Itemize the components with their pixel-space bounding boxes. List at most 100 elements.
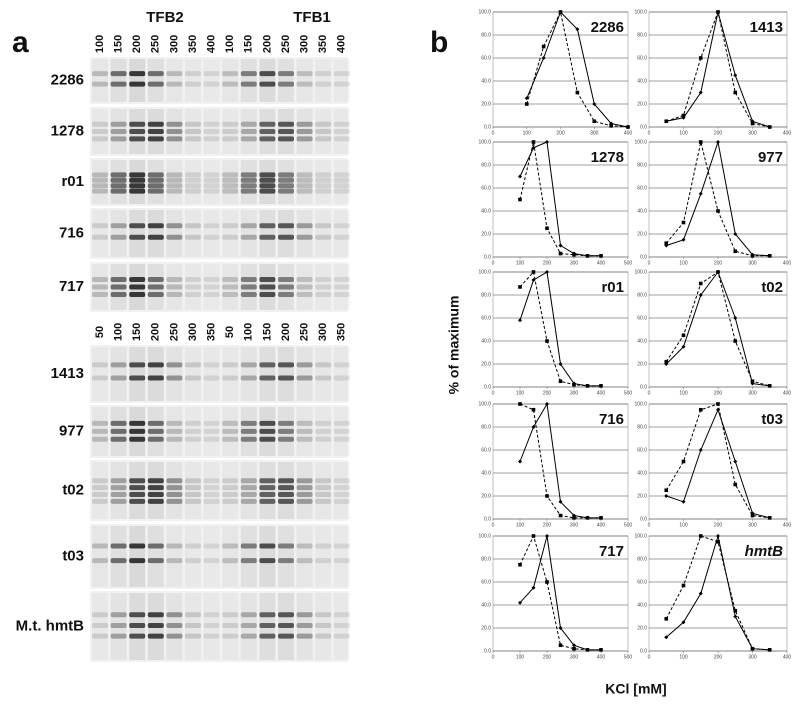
lane-smear: [240, 593, 257, 660]
point: [664, 617, 669, 621]
gel-band: [278, 436, 294, 442]
gel-band: [315, 188, 332, 194]
gel-band: [333, 622, 350, 628]
gel-band: [296, 234, 313, 240]
gel-band: [203, 284, 220, 290]
gel-band: [203, 498, 220, 504]
gel-band: [240, 81, 257, 87]
point: [531, 534, 536, 538]
point: [698, 534, 703, 538]
point: [664, 119, 669, 124]
lane-smear: [185, 59, 201, 102]
gel-band: [147, 188, 164, 194]
gel-band: [315, 543, 332, 549]
gel-band: [315, 362, 332, 368]
lane-smear: [240, 210, 257, 257]
y-tick-label: 0.0: [484, 124, 491, 130]
y-tick-label: 60.0: [481, 447, 491, 453]
gel-band: [185, 612, 201, 618]
gel-band: [185, 375, 201, 381]
x-tick-label: 200: [714, 130, 723, 136]
point: [698, 293, 703, 297]
gel-band: [240, 71, 257, 77]
point: [698, 140, 703, 144]
gel-band: [110, 284, 127, 290]
gel-band: [296, 177, 313, 183]
point: [518, 285, 522, 289]
lane-smear: [185, 210, 201, 257]
point: [558, 626, 563, 630]
y-tick-label: 40.0: [637, 470, 647, 476]
point: [531, 407, 536, 412]
point: [518, 600, 522, 605]
gel-band: [166, 633, 183, 639]
x-tick-label: 0: [492, 260, 495, 266]
gel-band: [166, 558, 183, 564]
gel-band: [278, 492, 294, 498]
gel-band: [315, 436, 332, 442]
gel-band: [166, 188, 183, 194]
gel-band: [333, 284, 350, 290]
gel-band: [129, 362, 146, 368]
y-tick-label: 60.0: [481, 315, 491, 321]
point: [518, 562, 522, 567]
gel-band: [315, 485, 332, 491]
point: [681, 459, 686, 464]
lane-label: 100: [224, 35, 236, 53]
gel-band: [240, 121, 257, 127]
gel-band: [185, 234, 201, 240]
gel-band: [240, 485, 257, 491]
gel-band: [259, 492, 276, 498]
lane-smear: [240, 264, 257, 310]
gel-band: [92, 622, 108, 628]
gel-band: [296, 223, 313, 229]
x-tick-label: 100: [679, 654, 688, 660]
y-tick-label: 60.0: [481, 579, 491, 585]
y-tick-label: 40.0: [481, 602, 491, 608]
y-tick-label: 40.0: [481, 78, 491, 84]
gel-band: [92, 543, 108, 549]
gel-band: [315, 558, 332, 564]
gel-band: [129, 612, 146, 618]
gel-band: [110, 498, 127, 504]
gel-band: [296, 436, 313, 442]
y-tick-label: 60.0: [481, 185, 491, 191]
gel-band: [222, 492, 239, 498]
point: [518, 459, 522, 464]
gel-band: [296, 172, 313, 178]
gel-band: [110, 558, 127, 564]
point: [733, 90, 738, 95]
gel-band: [333, 485, 350, 491]
gel-band: [296, 492, 313, 498]
lane-smear: [203, 593, 220, 660]
point: [545, 534, 549, 538]
point: [733, 232, 738, 236]
y-tick-label: 20.0: [481, 361, 491, 367]
gel-band: [259, 558, 276, 564]
point: [750, 119, 755, 124]
x-tick-label: 100: [679, 260, 688, 266]
lane-smear: [147, 526, 164, 587]
gel-band: [296, 558, 313, 564]
gel-band: [278, 234, 294, 240]
gel-band: [240, 188, 257, 194]
lane-smear: [333, 59, 350, 102]
x-tick-label: 500: [624, 522, 633, 528]
gel-band: [166, 375, 183, 381]
gel-band: [278, 633, 294, 639]
lane-smear: [296, 526, 313, 587]
gel-band: [129, 277, 146, 282]
gel-band: [240, 436, 257, 442]
gel-band: [185, 292, 201, 297]
point: [681, 237, 686, 242]
point: [575, 90, 580, 95]
point: [681, 115, 686, 120]
point: [531, 425, 536, 429]
y-tick-label: 20.0: [481, 625, 491, 631]
gel-band: [278, 177, 294, 183]
lane-smear: [129, 59, 146, 102]
lane-smear: [185, 407, 201, 456]
gel-band: [315, 177, 332, 183]
lane-smear: [259, 347, 276, 401]
point: [585, 515, 590, 520]
